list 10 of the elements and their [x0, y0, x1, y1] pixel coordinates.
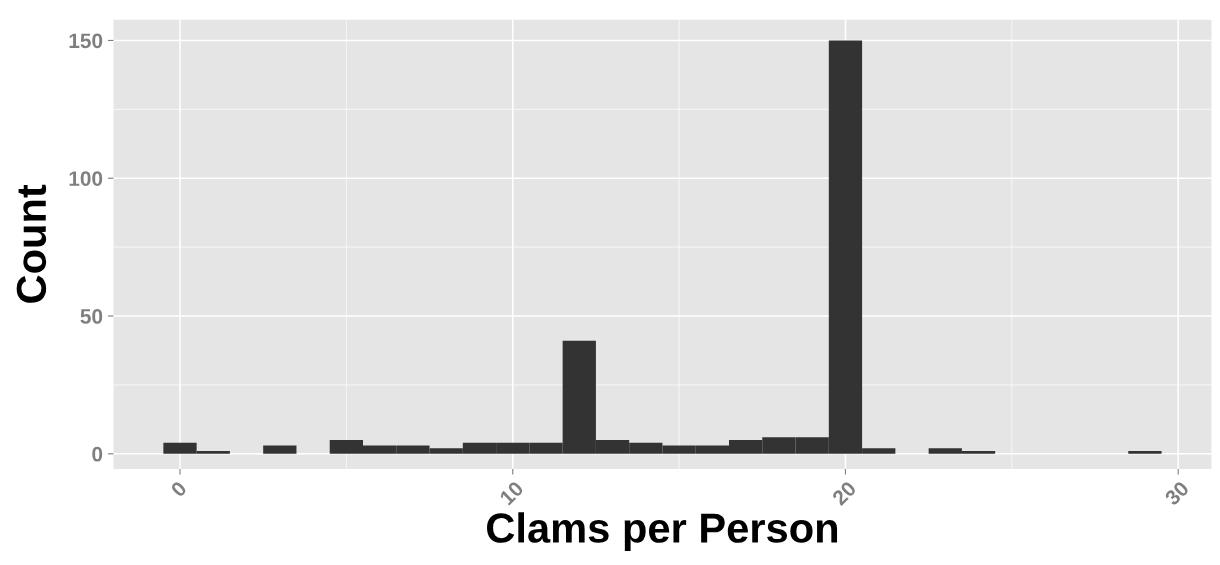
x-tick-label: 0 [170, 480, 188, 498]
x-tick-label: 20 [831, 480, 857, 507]
y-axis-title: Count [16, 184, 47, 303]
y-tick-label: 150 [69, 33, 103, 49]
y-tick-label: 50 [80, 309, 103, 324]
y-tick-label: 100 [69, 171, 103, 186]
x-tick-label: 10 [498, 480, 525, 506]
x-axis-title: Clams per Person [487, 512, 838, 552]
y-tick-label: 0 [92, 446, 103, 462]
x-tick-label: 30 [1163, 480, 1190, 507]
